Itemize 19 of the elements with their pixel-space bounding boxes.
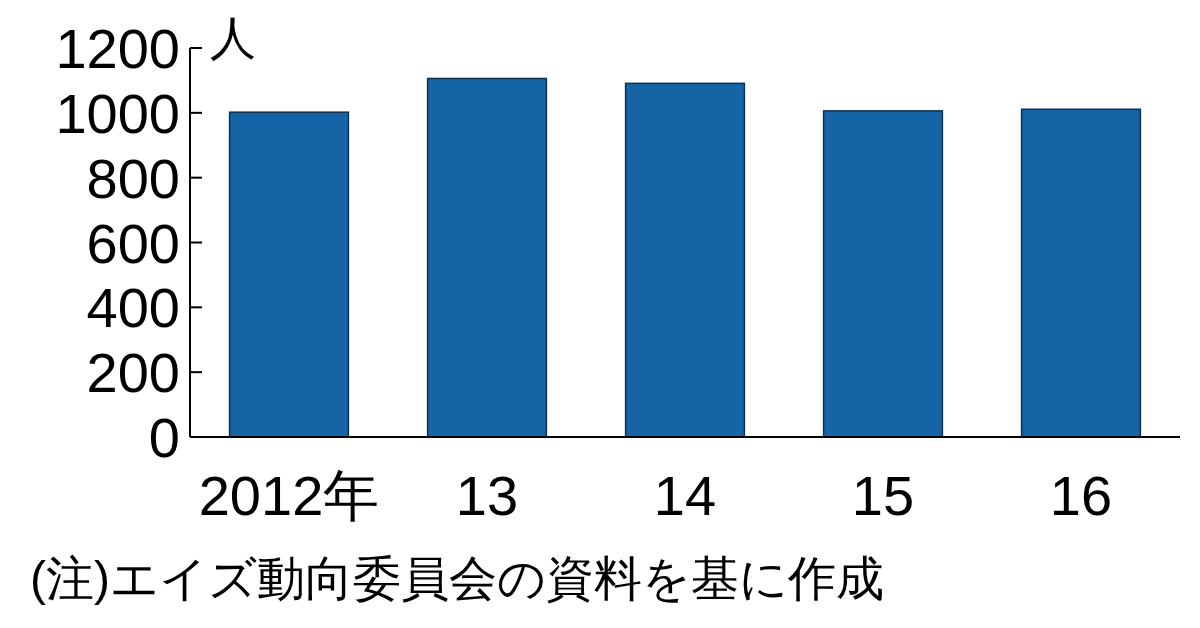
bar [1020, 108, 1142, 438]
y-tick-label: 0 [148, 406, 180, 469]
y-tick-label: 200 [86, 341, 180, 405]
y-tick-label: 1000 [55, 81, 180, 145]
bar [228, 111, 350, 438]
x-tick-label: 16 [1049, 464, 1113, 527]
text: (注)エイズ動向委員会の資料を基に作成 [30, 552, 884, 605]
y-tick-label: 1200 [55, 17, 180, 80]
x-tick-label: 2012年 [198, 464, 380, 527]
x-tick-label: 13 [455, 464, 519, 527]
bar [822, 110, 944, 438]
y-tick-label: 800 [86, 146, 180, 210]
x-tick-label: 15 [851, 464, 915, 527]
y-axis-title: 人 [210, 12, 256, 64]
x-tick-label: 14 [653, 464, 717, 527]
bar [624, 82, 746, 438]
y-tick-label: 600 [86, 211, 180, 275]
bar [426, 77, 548, 438]
y-tick-label: 400 [86, 276, 180, 340]
